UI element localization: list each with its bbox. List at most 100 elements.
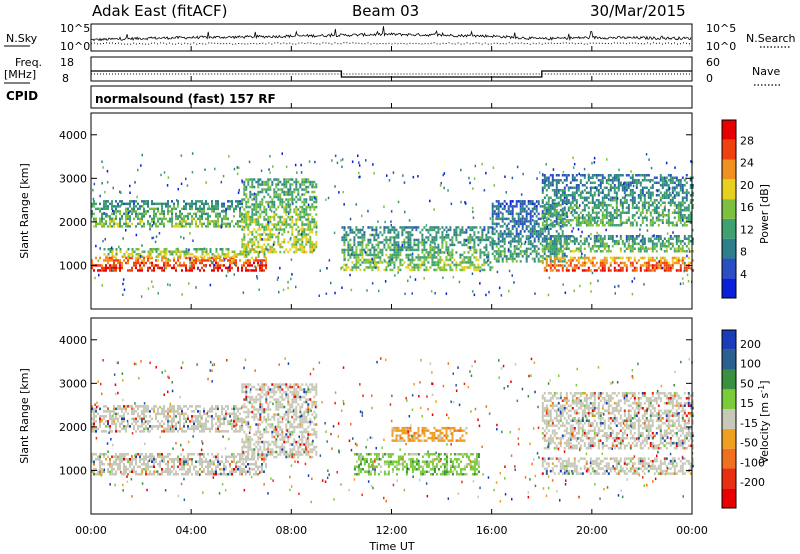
noise-cell	[228, 155, 230, 158]
echo-cell	[509, 250, 512, 253]
echo-cell	[545, 194, 548, 197]
noise-cell	[267, 248, 269, 252]
echo-cell	[603, 224, 606, 227]
echo-cell	[657, 261, 660, 265]
echo-cell	[553, 259, 556, 262]
echo-cell	[681, 247, 684, 250]
noise-cell	[691, 228, 694, 232]
echo-cell	[373, 238, 376, 242]
echo-cell	[571, 209, 574, 212]
echo-cell	[635, 186, 638, 189]
echo-cell	[127, 473, 129, 476]
echo-cell	[263, 259, 265, 262]
echo-cell	[619, 224, 622, 227]
echo-cell	[113, 205, 115, 208]
noise-cell	[508, 241, 510, 244]
noise-cell	[279, 266, 281, 270]
echo-cell	[587, 176, 590, 179]
echo-cell	[587, 219, 590, 222]
echo-cell	[597, 191, 600, 194]
echo-cell	[605, 242, 608, 245]
echo-cell	[605, 256, 608, 260]
echo-cell	[529, 212, 532, 216]
echo-cell	[255, 256, 257, 260]
echo-cell	[299, 233, 302, 236]
echo-cell	[667, 245, 670, 248]
echo-cell	[303, 223, 306, 226]
echo-cell	[349, 253, 352, 257]
echo-cell	[351, 268, 354, 272]
echo-cell	[521, 222, 524, 226]
echo-cell	[649, 259, 652, 262]
echo-cell	[545, 240, 548, 243]
echo-cell	[179, 220, 181, 223]
echo-cell	[217, 253, 220, 256]
echo-cell	[147, 202, 149, 206]
echo-cell	[679, 250, 682, 253]
echo-cell	[591, 256, 594, 260]
echo-cell	[645, 174, 648, 177]
echo-cell	[107, 215, 109, 218]
echo-cell	[553, 237, 556, 241]
echo-cell	[433, 251, 436, 254]
echo-cell	[515, 252, 518, 256]
echo-cell	[141, 255, 144, 258]
echo-cell	[625, 219, 628, 222]
echo-cell	[557, 189, 560, 192]
echo-cell	[395, 233, 398, 237]
noise-cell	[351, 160, 354, 163]
echo-cell	[107, 259, 109, 262]
noise-cell	[327, 196, 330, 200]
echo-cell	[119, 458, 121, 461]
echo-cell	[137, 261, 139, 265]
echo-cell	[677, 181, 680, 184]
echo-cell	[495, 245, 498, 248]
echo-cell	[431, 238, 434, 242]
echo-cell	[345, 263, 348, 267]
noise-cell	[546, 225, 549, 229]
echo-cell	[259, 213, 262, 216]
echo-cell	[631, 196, 634, 199]
echo-cell	[113, 222, 115, 226]
echo-cell	[313, 190, 316, 194]
echo-cell	[551, 240, 554, 243]
echo-cell	[119, 261, 121, 265]
echo-cell	[561, 256, 564, 260]
echo-cell	[417, 258, 420, 262]
echo-cell	[115, 256, 117, 260]
echo-cell	[247, 228, 250, 231]
echo-cell	[521, 215, 524, 218]
echo-cell	[679, 221, 682, 224]
echo-cell	[267, 185, 270, 189]
echo-cell	[371, 246, 374, 249]
echo-cell	[105, 207, 107, 211]
noise-cell	[149, 227, 151, 231]
echo-cell	[155, 250, 158, 253]
echo-cell	[463, 243, 466, 247]
echo-cell	[173, 202, 175, 206]
echo-cell	[385, 261, 388, 264]
noise-cell	[578, 172, 580, 176]
echo-cell	[659, 266, 662, 270]
echo-cell	[161, 266, 163, 270]
echo-cell	[171, 266, 173, 270]
echo-cell	[621, 196, 624, 199]
noise-cell	[547, 293, 550, 297]
echo-cell	[289, 223, 292, 226]
echo-cell	[197, 207, 199, 211]
echo-cell	[619, 235, 622, 238]
noise-cell	[391, 258, 393, 261]
echo-cell	[133, 205, 135, 208]
echo-cell	[343, 238, 346, 242]
noise-cell	[168, 250, 170, 253]
echo-cell	[455, 228, 458, 232]
echo-cell	[635, 224, 638, 227]
echo-cell	[267, 203, 270, 206]
echo-cell	[313, 200, 316, 204]
echo-cell	[587, 214, 590, 217]
echo-cell	[525, 212, 528, 216]
echo-cell	[119, 463, 121, 466]
echo-cell	[125, 261, 127, 265]
echo-cell	[143, 215, 145, 218]
echo-cell	[495, 230, 498, 233]
